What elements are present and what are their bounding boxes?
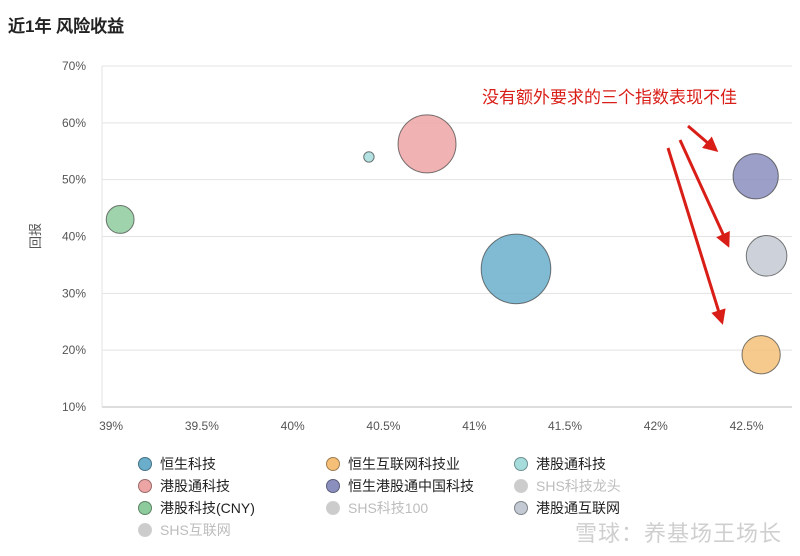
- bubble-point[interactable]: [732, 153, 779, 200]
- x-tick-label: 40.5%: [366, 419, 400, 433]
- bubble-point[interactable]: [363, 151, 375, 163]
- grid-lines: [101, 65, 792, 408]
- legend-swatch: [138, 523, 152, 537]
- legend-label: SHS科技100: [348, 500, 429, 516]
- legend-label: 港股通科技: [160, 478, 230, 494]
- bubble-point[interactable]: [105, 205, 135, 234]
- legend-label: SHS互联网: [160, 522, 231, 538]
- legend: 恒生科技 恒生互联网科技业 港股通科技 港股通科技 恒生港股通中国科技 SHS科技龙头 港股…: [138, 456, 702, 538]
- bubble-point[interactable]: [741, 335, 781, 375]
- arrow-to-china-tech: [687, 124, 719, 152]
- legend-swatch: [326, 479, 340, 493]
- legend-swatch: [326, 501, 340, 515]
- chart-title: 近1年 风险收益: [8, 16, 124, 36]
- x-tick-label: 39.5%: [185, 419, 219, 433]
- legend-item[interactable]: SHS科技龙头: [514, 478, 702, 494]
- legend-label: 港股通科技: [536, 456, 606, 472]
- arrow-to-internet: [678, 139, 730, 248]
- legend-label: 恒生科技: [160, 456, 216, 472]
- legend-item[interactable]: 恒生科技: [138, 456, 326, 472]
- legend-label: 恒生互联网科技业: [348, 456, 460, 472]
- legend-swatch: [514, 457, 528, 471]
- annotation-text: 没有额外要求的三个指数表现不佳: [482, 88, 737, 107]
- legend-item[interactable]: 港股科技(CNY): [138, 500, 326, 516]
- y-axis-ticks: 10% 20% 30% 40% 50% 60% 70%: [62, 59, 86, 414]
- legend-item[interactable]: 港股通科技: [138, 478, 326, 494]
- legend-item[interactable]: 恒生港股通中国科技: [326, 478, 514, 494]
- legend-item[interactable]: 港股通互联网: [514, 500, 702, 516]
- y-tick-label: 40%: [62, 230, 86, 244]
- legend-swatch: [514, 501, 528, 515]
- legend-item[interactable]: SHS科技100: [326, 500, 514, 516]
- y-tick-label: 60%: [62, 116, 86, 130]
- x-tick-label: 40%: [281, 419, 305, 433]
- legend-item[interactable]: 恒生互联网科技业: [326, 456, 514, 472]
- legend-label: 恒生港股通中国科技: [348, 478, 474, 494]
- y-tick-label: 50%: [62, 173, 86, 187]
- legend-label: SHS科技龙头: [536, 478, 621, 494]
- y-tick-label: 30%: [62, 286, 86, 300]
- x-tick-label: 42%: [644, 419, 668, 433]
- y-tick-label: 10%: [62, 400, 86, 414]
- legend-swatch: [138, 479, 152, 493]
- x-axis-ticks: 39% 39.5% 40% 40.5% 41% 41.5% 42% 42.5%: [99, 419, 764, 433]
- y-tick-label: 20%: [62, 343, 86, 357]
- bubble-point[interactable]: [397, 114, 457, 174]
- legend-label: 港股通互联网: [536, 500, 620, 516]
- bubble-point[interactable]: [745, 235, 788, 277]
- risk-return-bubble-chart: 近1年 风险收益 回报 10% 20% 30% 40% 50% 60% 70% 39% 39.…: [8, 16, 792, 433]
- bubble-series: [105, 114, 788, 375]
- x-tick-label: 39%: [99, 419, 123, 433]
- arrow-to-internet-tech: [666, 147, 726, 325]
- y-axis-label: 回报: [28, 223, 43, 249]
- legend-label: 港股科技(CNY): [160, 500, 255, 516]
- x-tick-label: 41%: [462, 419, 486, 433]
- legend-swatch: [138, 501, 152, 515]
- legend-item[interactable]: SHS互联网: [138, 522, 326, 538]
- x-tick-label: 41.5%: [548, 419, 582, 433]
- legend-swatch: [514, 479, 528, 493]
- legend-swatch: [138, 457, 152, 471]
- legend-item[interactable]: 港股通科技: [514, 456, 702, 472]
- legend-swatch: [326, 457, 340, 471]
- y-tick-label: 70%: [62, 59, 86, 73]
- bubble-point[interactable]: [480, 233, 552, 305]
- watermark: 雪球：养基场王场长: [574, 521, 782, 546]
- x-tick-label: 42.5%: [730, 419, 764, 433]
- annotation-arrows: [666, 124, 730, 325]
